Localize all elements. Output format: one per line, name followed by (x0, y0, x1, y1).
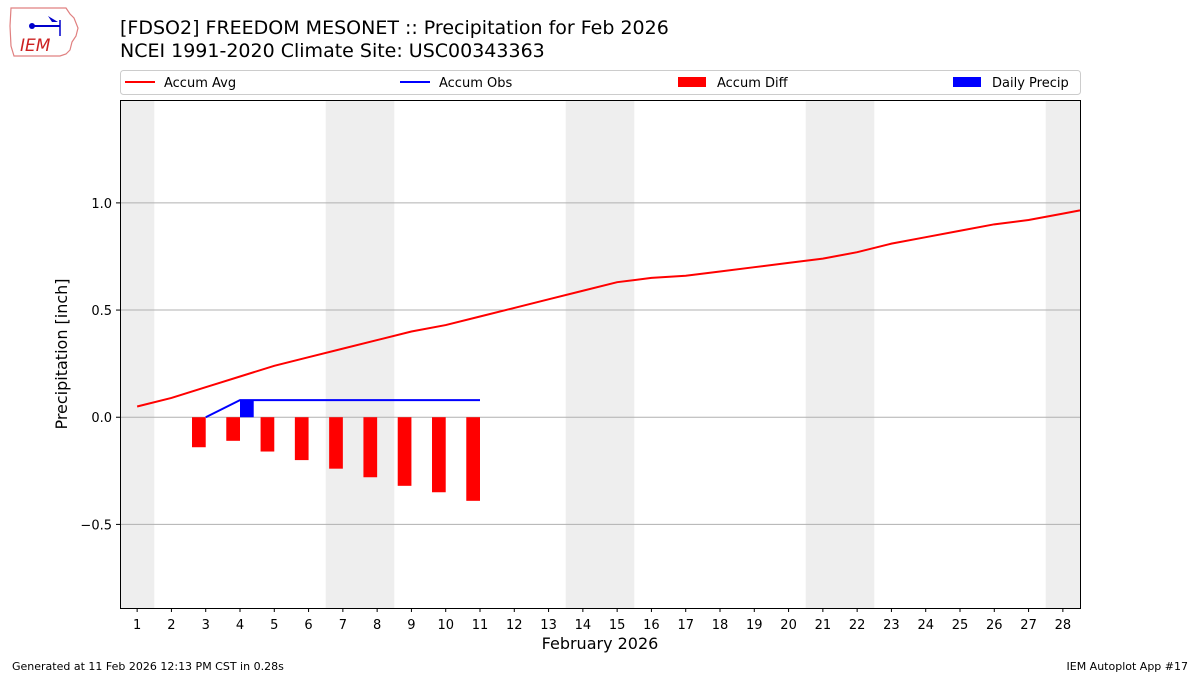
legend-swatch (953, 77, 981, 87)
x-tick-label: 10 (437, 618, 454, 633)
x-tick-label: 3 (202, 618, 210, 633)
x-tick-label: 21 (815, 618, 832, 633)
weekend-shade (120, 100, 155, 608)
accum-diff-bar (397, 417, 412, 486)
x-tick-label: 18 (712, 618, 729, 633)
accum-diff-bar (329, 417, 343, 469)
weekend-shade (805, 100, 875, 608)
x-tick-label: 8 (373, 618, 381, 633)
accum-diff-bar (363, 417, 378, 478)
accum-obs-line (205, 399, 480, 419)
chart-title: [FDSO2] FREEDOM MESONET :: Precipitation… (120, 17, 669, 39)
x-tick-label: 25 (952, 618, 969, 633)
iem-logo: IEM (9, 7, 79, 57)
accum-diff-bar (192, 417, 206, 448)
x-tick-label: 16 (643, 618, 660, 633)
x-tick-label: 7 (339, 618, 347, 633)
legend: Accum Avg Accum Obs Accum Diff Daily Precip (120, 70, 1081, 95)
x-tick-label: 22 (849, 618, 866, 633)
x-tick-label: 12 (506, 618, 523, 633)
accum-diff-bar (226, 417, 240, 441)
legend-swatch (678, 77, 706, 87)
weekend-shade (565, 100, 635, 608)
footer-app: IEM Autoplot App #17 (1066, 660, 1189, 673)
x-tick-label: 5 (270, 618, 278, 633)
y-tick-label: −0.5 (80, 518, 112, 533)
x-tick-label: 19 (746, 618, 763, 633)
accum-diff-bar (294, 417, 309, 461)
x-tick-label: 24 (917, 618, 934, 633)
x-tick-label: 1 (133, 618, 141, 633)
x-tick-label: 2 (167, 618, 175, 633)
accum-diff-bar (260, 417, 275, 452)
daily-precip-bar (240, 400, 254, 418)
weekend-shade (1045, 100, 1080, 608)
x-tick-label: 6 (304, 618, 312, 633)
x-tick-label: 15 (609, 618, 626, 633)
legend-label: Accum Diff (717, 76, 789, 91)
accum-diff-bar (432, 417, 446, 493)
x-tick-label: 14 (575, 618, 592, 633)
x-tick-label: 13 (540, 618, 557, 633)
y-tick-label: 1.0 (91, 197, 112, 212)
chart-subtitle: NCEI 1991-2020 Climate Site: USC00343363 (120, 40, 545, 62)
legend-label: Accum Avg (164, 76, 236, 91)
x-tick-label: 11 (472, 618, 489, 633)
x-tick-label: 4 (236, 618, 244, 633)
x-tick-label: 17 (677, 618, 694, 633)
y-tick-label: 0.0 (91, 411, 112, 426)
y-axis-label: Precipitation [inch] (52, 278, 71, 429)
y-tick-label: 0.5 (91, 304, 112, 319)
x-tick-label: 9 (407, 618, 415, 633)
legend-label: Daily Precip (992, 76, 1069, 91)
logo-text: IEM (20, 36, 51, 56)
accum-diff-bar (466, 417, 480, 501)
legend-label: Accum Obs (439, 76, 512, 91)
footer-generated: Generated at 11 Feb 2026 12:13 PM CST in… (12, 660, 284, 673)
x-tick-label: 20 (780, 618, 797, 633)
x-tick-label: 23 (883, 618, 900, 633)
x-tick-label: 27 (1020, 618, 1037, 633)
weekend-shade (325, 100, 395, 608)
x-axis-label: February 2026 (542, 634, 659, 653)
plot-frame (120, 100, 1081, 609)
accum-avg-line (136, 209, 1081, 408)
x-tick-label: 26 (986, 618, 1003, 633)
x-tick-label: 28 (1055, 618, 1072, 633)
